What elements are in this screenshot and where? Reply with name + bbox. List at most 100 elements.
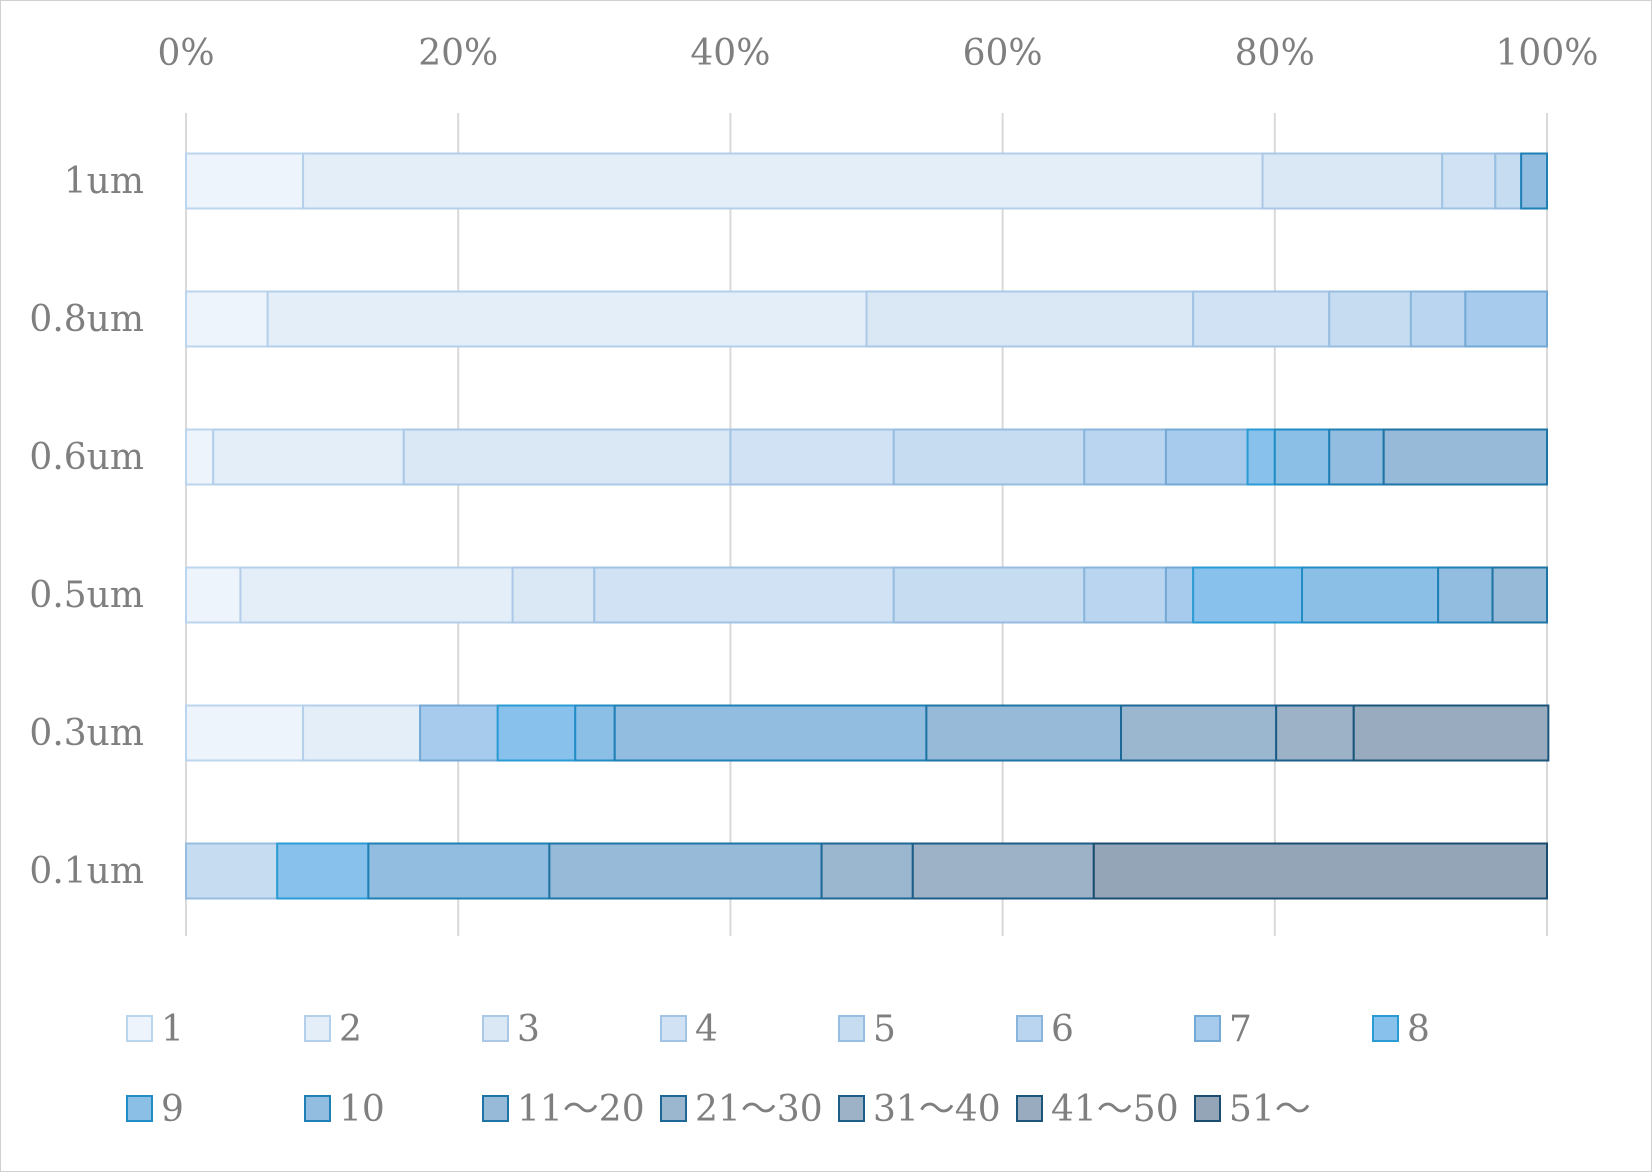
legend-label: 7 xyxy=(1229,1009,1252,1050)
bar-segment xyxy=(925,704,1123,762)
legend-label: 2 xyxy=(339,1009,362,1050)
legend: 1 2 3 4 5 6 7 8 9 10 11～20 21～30 31～40 41～50 51～ xyxy=(126,1009,1430,1130)
bar-segment xyxy=(302,704,422,762)
legend-item: 9 xyxy=(126,1089,184,1130)
legend-label: 9 xyxy=(161,1089,184,1130)
legend-label: 5 xyxy=(873,1009,896,1050)
gridlines xyxy=(185,113,1548,936)
bar-segment xyxy=(185,290,269,348)
bar-segment xyxy=(276,842,370,900)
legend-item: 7 xyxy=(1194,1009,1252,1050)
legend-swatch xyxy=(838,1095,865,1122)
bar-segment xyxy=(593,566,895,624)
legend-swatch xyxy=(660,1015,687,1042)
legend-swatch xyxy=(1194,1095,1221,1122)
bar-segment xyxy=(1441,152,1497,210)
y-axis-category-labels: 1um 0.8um 0.6um 0.5um 0.3um 0.1um xyxy=(29,161,144,892)
legend-label: 8 xyxy=(1407,1009,1430,1050)
bar-segment xyxy=(1301,566,1440,624)
bar-segment xyxy=(1246,428,1276,486)
category-label: 0.3um xyxy=(29,713,144,754)
bar-segment xyxy=(266,290,868,348)
bar-segment xyxy=(892,428,1086,486)
category-label: 0.6um xyxy=(29,437,144,478)
legend-label: 10 xyxy=(339,1089,385,1130)
legend-swatch xyxy=(1016,1015,1043,1042)
bar-segment xyxy=(1409,290,1467,348)
bar-segment xyxy=(1120,704,1278,762)
bar-segment xyxy=(548,842,823,900)
legend-item: 31～40 xyxy=(838,1089,1001,1130)
legend-label: 11～20 xyxy=(517,1089,645,1130)
legend-item: 4 xyxy=(660,1009,718,1050)
bar-segment xyxy=(1083,428,1167,486)
bar-segment xyxy=(1192,566,1304,624)
bar-segment xyxy=(185,428,215,486)
bar-segment xyxy=(419,704,499,762)
bar-segment xyxy=(820,842,914,900)
bar-segment xyxy=(1192,290,1331,348)
legend-item: 11～20 xyxy=(482,1089,645,1130)
x-tick-label: 40% xyxy=(690,33,770,74)
bar-segment xyxy=(892,566,1086,624)
bar-segment xyxy=(496,704,577,762)
legend-label: 4 xyxy=(695,1009,718,1050)
x-tick-label: 60% xyxy=(963,33,1043,74)
legend-swatch xyxy=(482,1095,509,1122)
legend-item: 3 xyxy=(482,1009,540,1050)
x-tick-label: 20% xyxy=(418,33,498,74)
legend-label: 21～30 xyxy=(695,1089,823,1130)
legend-label: 51～ xyxy=(1229,1089,1311,1130)
bar-segment xyxy=(729,428,895,486)
legend-item: 41～50 xyxy=(1016,1089,1179,1130)
bar-segment xyxy=(511,566,596,624)
bar-segment xyxy=(185,842,279,900)
bar-segments xyxy=(185,152,1550,900)
bar-segment xyxy=(911,842,1095,900)
legend-item: 21～30 xyxy=(660,1089,823,1130)
legend-swatch xyxy=(838,1015,865,1042)
bar-segment xyxy=(367,842,551,900)
legend-swatch xyxy=(304,1095,331,1122)
category-label: 1um xyxy=(64,161,144,202)
legend-label: 41～50 xyxy=(1051,1089,1179,1130)
legend-label: 31～40 xyxy=(873,1089,1001,1130)
bar-segment xyxy=(1164,428,1249,486)
category-label: 0.8um xyxy=(29,299,144,340)
legend-item: 6 xyxy=(1016,1009,1074,1050)
bar-segment xyxy=(1352,704,1550,762)
bar-segment xyxy=(1494,152,1523,210)
bar-segment xyxy=(239,566,514,624)
bar-segment xyxy=(185,566,242,624)
legend-swatch xyxy=(660,1095,687,1122)
bar-segment xyxy=(1273,428,1331,486)
legend-label: 3 xyxy=(517,1009,540,1050)
x-tick-label: 100% xyxy=(1496,33,1599,74)
legend-swatch xyxy=(482,1015,509,1042)
bar-segment xyxy=(1083,566,1167,624)
bar-segment xyxy=(1437,566,1494,624)
bar-segment xyxy=(1092,842,1548,900)
legend-label: 6 xyxy=(1051,1009,1074,1050)
legend-item: 5 xyxy=(838,1009,896,1050)
bar-segment xyxy=(1275,704,1355,762)
bar-segment xyxy=(1328,428,1385,486)
bar-segment xyxy=(212,428,405,486)
bar-segment xyxy=(613,704,928,762)
bar-segment xyxy=(574,704,616,762)
bar-segment xyxy=(1164,566,1195,624)
x-axis-tick-labels: 0% 20% 40% 60% 80% 100% xyxy=(157,33,1598,74)
bar-segment xyxy=(302,152,1264,210)
bar-segment xyxy=(185,152,305,210)
bar-segment xyxy=(1382,428,1549,486)
legend-item: 1 xyxy=(126,1009,184,1050)
bar-segment xyxy=(1261,152,1444,210)
legend-item: 2 xyxy=(304,1009,362,1050)
legend-item: 10 xyxy=(304,1089,385,1130)
bar-segment xyxy=(1328,290,1412,348)
x-tick-label: 80% xyxy=(1235,33,1315,74)
legend-swatch xyxy=(1016,1095,1043,1122)
x-tick-label: 0% xyxy=(157,33,214,74)
